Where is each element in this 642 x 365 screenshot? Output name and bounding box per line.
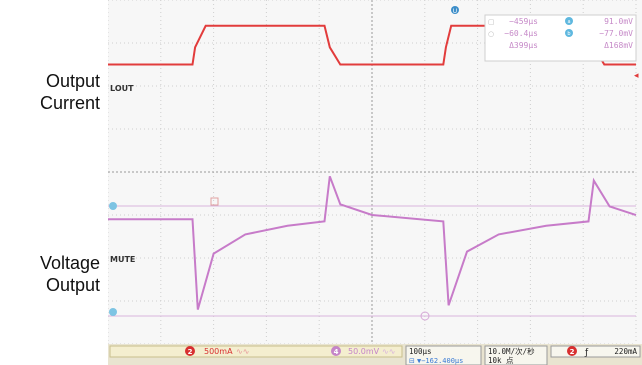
voltage-output-label-line2: Output bbox=[45, 275, 100, 295]
cursor-square-marker[interactable] bbox=[210, 197, 219, 206]
ch2-badge-text: 2 bbox=[188, 348, 193, 356]
readout-delta-time: Δ399μs bbox=[509, 41, 538, 50]
timebase-panel[interactable] bbox=[405, 345, 482, 365]
ch2-badge[interactable] bbox=[185, 346, 195, 356]
output-current-label: Output Current bbox=[0, 70, 100, 114]
ch4-badge-text: 4 bbox=[334, 348, 339, 356]
ch2-scale[interactable]: 500mA bbox=[204, 347, 233, 356]
voltage-output-label-line1: Voltage bbox=[39, 253, 100, 273]
ch4-badge[interactable] bbox=[331, 346, 341, 356]
readout-row2-box: ○ bbox=[488, 30, 494, 38]
cursor-a-marker[interactable] bbox=[109, 202, 117, 210]
lout-trace-label: LOUT bbox=[110, 84, 134, 93]
ch4-scale[interactable]: 50.0mV bbox=[348, 347, 380, 356]
trigger-panel[interactable] bbox=[550, 345, 641, 358]
readout-row1-badge bbox=[565, 17, 573, 25]
acquisition-panel[interactable] bbox=[484, 345, 548, 365]
trigger-source-badge-text: 2 bbox=[570, 348, 575, 356]
trigger-source-badge bbox=[567, 346, 577, 356]
readout-row1-box: ▢ bbox=[488, 18, 495, 26]
voltage-output-label: Voltage Output bbox=[0, 252, 100, 296]
horizontal-offset: ▼−162.400μs bbox=[417, 357, 463, 365]
readout-row1-time: −459μs bbox=[509, 17, 538, 26]
readout-row1-volt: 91.0mV bbox=[604, 17, 633, 26]
horizontal-offset-icon: ⊟ bbox=[409, 357, 415, 365]
readout-row2-time: −60.4μs bbox=[504, 29, 538, 38]
readout-delta-volt: Δ168mV bbox=[604, 41, 633, 50]
cursor-circle-marker[interactable] bbox=[420, 311, 430, 321]
mute-trace-label: MUTE bbox=[110, 255, 135, 264]
trigger-position-marker bbox=[451, 6, 459, 14]
record-length: 10k 点 bbox=[488, 356, 514, 365]
cursor-b-marker[interactable] bbox=[109, 308, 117, 316]
readout-row2-volt: −77.0mV bbox=[599, 29, 633, 38]
output-current-label-line1: Output bbox=[45, 71, 100, 91]
sample-rate: 10.0M/次/秒 bbox=[488, 346, 535, 356]
trigger-level: 220mA bbox=[614, 347, 637, 356]
cursor-readout-box bbox=[484, 14, 637, 62]
readout-row1-badge-text: a bbox=[567, 19, 570, 25]
status-bar: 2 500mA ∿∿ 4 50.0mV ∿∿ 100μs ⊟ ▼−162.400… bbox=[108, 344, 642, 365]
readout-row2-badge bbox=[565, 29, 573, 37]
trigger-edge-icon: ƒ bbox=[584, 348, 589, 358]
channel-scale-panel[interactable] bbox=[109, 345, 403, 358]
cursor-readout: ▢ −459μs a 91.0mV ○ −60.4μs b −77.0mV Δ3… bbox=[484, 14, 637, 62]
readout-row2-badge-text: b bbox=[567, 31, 570, 37]
trigger-level-arrow: ◂ bbox=[634, 71, 639, 81]
trigger-position-marker-text: U bbox=[453, 8, 457, 15]
oscilloscope-screen: LOUT MUTE U ◂ ▢ −459μs a 91.0mV ○ −60.4μ… bbox=[108, 0, 642, 365]
mute-trace bbox=[108, 175, 637, 310]
ch2-bandwidth-icon: ∿∿ bbox=[236, 347, 249, 356]
ch4-bandwidth-icon: ∿∿ bbox=[382, 347, 395, 356]
time-per-div: 100μs bbox=[409, 347, 432, 356]
output-current-label-line2: Current bbox=[39, 93, 100, 113]
